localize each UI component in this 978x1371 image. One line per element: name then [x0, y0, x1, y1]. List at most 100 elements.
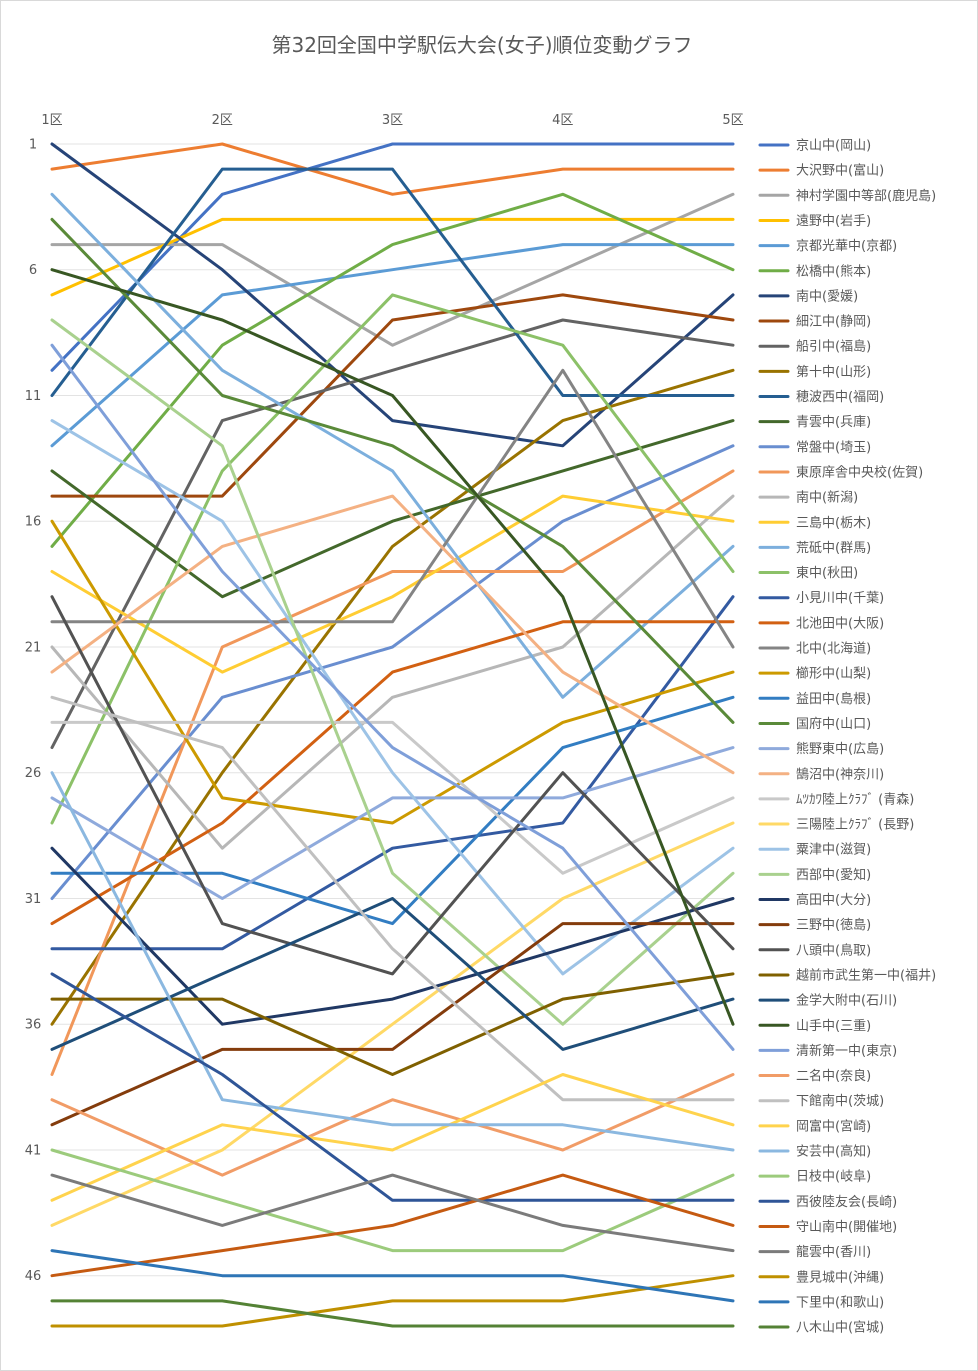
legend-label: 大沢野中(富山) — [796, 163, 884, 179]
series-line — [50, 444, 735, 900]
legend-item: 山手中(三重) — [758, 1018, 871, 1034]
legend-label: 龍雲中(香川) — [796, 1244, 871, 1260]
legend-label: 船引中(福島) — [796, 340, 871, 355]
legend-label: 櫛形中(山梨) — [796, 667, 871, 682]
legend-label: 遠野中(岩手) — [796, 214, 871, 229]
legend-item: 南中(愛媛) — [758, 288, 858, 304]
legend-item: 南中(新潟) — [758, 490, 858, 506]
series-line — [50, 1073, 735, 1202]
legend-label: 西部中(愛知) — [796, 867, 871, 883]
legend-label: 東原庠舎中央校(佐賀) — [796, 464, 923, 480]
legend-label: 細江中(静岡) — [796, 315, 871, 330]
legend-item: 常盤中(埼玉) — [758, 440, 871, 455]
legend-label: 鵠沼中(神奈川) — [796, 767, 884, 782]
y-tick-label: 11 — [25, 389, 42, 404]
series-line — [50, 469, 735, 1076]
x-tick-label: 5区 — [722, 113, 743, 128]
legend-label: 高田中(大分) — [796, 892, 871, 908]
series-line — [50, 142, 735, 196]
legend-label: 南中(新潟) — [796, 490, 858, 506]
legend-label: 二名中(奈良) — [796, 1068, 871, 1084]
legend-item: 金学大附中(石川) — [758, 993, 897, 1009]
legend-label: 粟津中(滋賀) — [796, 843, 871, 858]
legend-label: 熊野東中(広島) — [796, 741, 884, 757]
x-tick-label: 3区 — [382, 113, 403, 128]
legend-item: 大沢野中(富山) — [758, 163, 884, 179]
x-tick-label: 4区 — [552, 113, 573, 128]
legend-item: 櫛形中(山梨) — [758, 667, 871, 682]
legend-label: 穂波西中(福岡) — [796, 390, 884, 405]
legend: 京山中(岡山) 大沢野中(富山) 神村学園中等部(鹿児島) 遠野中(岩手) 京都光華中(… — [758, 139, 936, 1336]
legend-item: 国府中(山口) — [758, 717, 871, 732]
series-line — [50, 746, 735, 900]
series-line — [50, 922, 735, 1127]
legend-item: 京山中(岡山) — [758, 139, 871, 154]
series-line — [50, 595, 735, 976]
legend-label: 三陽陸上ｸﾗﾌﾞ (長野) — [796, 817, 914, 833]
series-line — [50, 1148, 735, 1253]
legend-item: 京都光華中(京都) — [758, 239, 897, 254]
legend-item: 北池田中(大阪) — [758, 616, 884, 631]
series-line — [50, 1274, 735, 1328]
legend-item: 遠野中(岩手) — [758, 214, 871, 229]
legend-label: 三野中(徳島) — [796, 918, 871, 933]
legend-item: 北中(北海道) — [758, 642, 871, 657]
legend-item: 越前市武生第一中(福井) — [758, 967, 936, 983]
y-tick-label: 1 — [29, 138, 37, 153]
series-line — [50, 343, 735, 1051]
legend-item: 安芸中(高知) — [758, 1144, 871, 1160]
series-line — [50, 595, 735, 951]
series-line — [50, 192, 735, 699]
legend-label: 国府中(山口) — [796, 717, 871, 732]
legend-item: 小見川中(千葉) — [758, 591, 884, 606]
series-line — [50, 494, 735, 674]
series-line — [50, 318, 735, 1026]
series-line — [50, 720, 735, 875]
legend-label: 山手中(三重) — [796, 1018, 871, 1034]
legend-item: 龍雲中(香川) — [758, 1244, 871, 1260]
legend-item: 粟津中(滋賀) — [758, 843, 871, 858]
series-line — [50, 821, 735, 1227]
legend-label: 小見川中(千葉) — [796, 591, 884, 606]
legend-item: 松橋中(熊本) — [758, 263, 871, 279]
legend-item: 益田中(島根) — [758, 692, 871, 707]
legend-item: 八頭中(鳥取) — [758, 943, 871, 958]
series-line — [50, 1173, 735, 1253]
legend-item: 東中(秋田) — [758, 565, 858, 581]
legend-label: 第十中(山形) — [796, 365, 871, 380]
legend-item: 岡富中(宮崎) — [758, 1118, 871, 1134]
series-line — [50, 192, 735, 548]
series-line — [50, 1299, 735, 1328]
legend-item: 守山南中(開催地) — [758, 1219, 897, 1235]
series-line — [50, 771, 735, 1152]
legend-label: 神村学園中等部(鹿児島) — [796, 188, 936, 204]
series-line — [50, 243, 735, 448]
legend-item: 三島中(栃木) — [758, 516, 871, 531]
legend-label: 南中(愛媛) — [796, 288, 858, 304]
series-line — [50, 695, 735, 926]
legend-label: 荒砥中(群馬) — [796, 541, 871, 556]
series-line — [50, 167, 735, 397]
legend-item: 青雲中(兵庫) — [758, 415, 871, 430]
legend-label: 日枝中(岐阜) — [796, 1169, 871, 1185]
legend-item: 鵠沼中(神奈川) — [758, 767, 884, 782]
legend-item: 下里中(和歌山) — [758, 1295, 884, 1310]
y-tick-label: 6 — [29, 263, 37, 278]
series-line — [50, 318, 735, 750]
series-line — [50, 368, 735, 649]
legend-label: 越前市武生第一中(福井) — [796, 967, 936, 983]
y-tick-label: 46 — [25, 1269, 42, 1284]
series-line — [50, 217, 735, 724]
legend-item: 西部中(愛知) — [758, 867, 871, 883]
series-line — [50, 268, 735, 1026]
legend-label: 豊見城中(沖縄) — [796, 1270, 884, 1285]
legend-item: 三陽陸上ｸﾗﾌﾞ (長野) — [758, 817, 914, 833]
series-line — [50, 846, 735, 1026]
series-line — [50, 494, 735, 775]
y-tick-label: 16 — [25, 515, 42, 530]
series-line — [50, 620, 735, 926]
y-tick-label: 36 — [25, 1018, 42, 1033]
series-line — [50, 419, 735, 599]
legend-item: 高田中(大分) — [758, 892, 871, 908]
